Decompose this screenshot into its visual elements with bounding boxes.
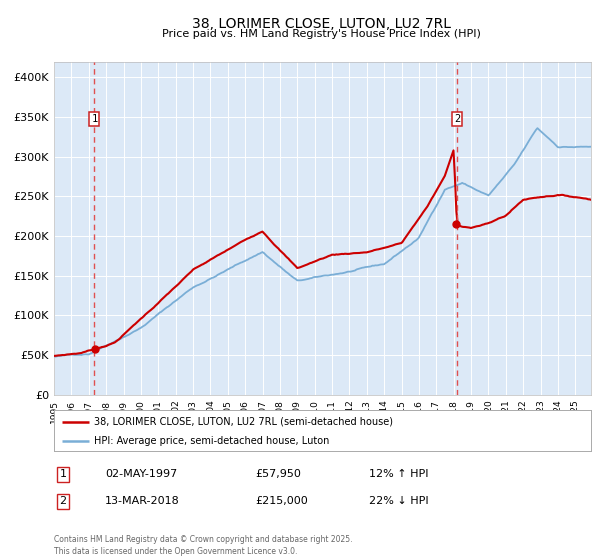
Text: £57,950: £57,950 [255, 469, 301, 479]
Text: 38, LORIMER CLOSE, LUTON, LU2 7RL (semi-detached house): 38, LORIMER CLOSE, LUTON, LU2 7RL (semi-… [94, 417, 393, 427]
Text: 38, LORIMER CLOSE, LUTON, LU2 7RL: 38, LORIMER CLOSE, LUTON, LU2 7RL [191, 17, 451, 31]
Text: 1: 1 [91, 114, 98, 124]
Text: 12% ↑ HPI: 12% ↑ HPI [369, 469, 428, 479]
Text: 13-MAR-2018: 13-MAR-2018 [105, 496, 180, 506]
Text: 02-MAY-1997: 02-MAY-1997 [105, 469, 177, 479]
Text: 1: 1 [59, 469, 67, 479]
Text: 2: 2 [454, 114, 460, 124]
Text: 22% ↓ HPI: 22% ↓ HPI [369, 496, 428, 506]
Text: HPI: Average price, semi-detached house, Luton: HPI: Average price, semi-detached house,… [94, 436, 329, 446]
Text: 2: 2 [59, 496, 67, 506]
Text: Contains HM Land Registry data © Crown copyright and database right 2025.
This d: Contains HM Land Registry data © Crown c… [54, 535, 353, 556]
Text: Price paid vs. HM Land Registry's House Price Index (HPI): Price paid vs. HM Land Registry's House … [161, 29, 481, 39]
Text: £215,000: £215,000 [255, 496, 308, 506]
